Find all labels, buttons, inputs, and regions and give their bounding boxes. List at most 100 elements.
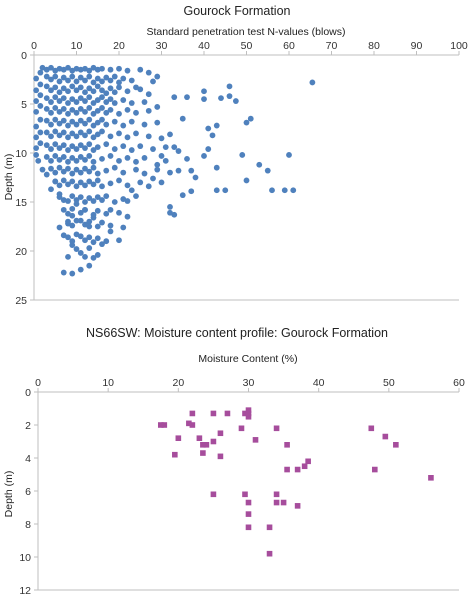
spt-data-point [90, 254, 97, 261]
spt-data-point [52, 116, 59, 123]
spt-data-point [60, 168, 67, 175]
spt-data-point [133, 130, 139, 137]
spt-data-point [99, 128, 105, 135]
spt-data-point [48, 87, 54, 94]
moisture-data-point [245, 410, 252, 417]
moisture-y-tick-label: 10 [19, 552, 31, 564]
spt-data-point [73, 109, 80, 116]
spt-data-point [69, 178, 76, 185]
moisture-x-tick-label: 30 [243, 377, 255, 389]
spt-data-point [48, 186, 54, 193]
spt-data-point [107, 206, 114, 213]
spt-data-point [65, 234, 71, 241]
spt-data-point [175, 167, 182, 174]
spt-data-point [94, 194, 101, 201]
spt-data-point [116, 209, 122, 216]
spt-data-point [77, 169, 84, 176]
spt-data-point [107, 96, 114, 102]
spt-data-point [86, 153, 93, 159]
spt-data-point [99, 219, 105, 226]
spt-data-point [86, 234, 93, 241]
spt-data-point [65, 64, 71, 71]
moisture-data-point [382, 433, 389, 440]
spt-axes: 0 10 20 30 40 50 60 70 80 90 100 0 5 10 15 20 25 [15, 40, 468, 307]
spt-data-point [77, 250, 84, 256]
spt-data-point [37, 103, 44, 109]
spt-data-point [124, 134, 131, 141]
spt-data-point [128, 187, 135, 194]
moisture-data-point [245, 524, 252, 531]
spt-data-point [73, 246, 80, 252]
spt-data-point [90, 164, 97, 171]
spt-data-point [43, 95, 50, 102]
moisture-x-tick-label: 50 [383, 377, 395, 389]
spt-data-point [150, 78, 156, 85]
moisture-data-point [372, 466, 378, 473]
spt-data-point [69, 270, 76, 277]
spt-x-tick-label: 10 [71, 40, 83, 52]
spt-x-tick-label: 90 [411, 40, 423, 52]
spt-data-point [90, 79, 97, 86]
spt-data-point [82, 221, 88, 228]
moisture-x-tick-label: 10 [102, 377, 114, 389]
spt-data-point [111, 118, 118, 125]
spt-data-point [77, 142, 84, 149]
spt-data-point [128, 147, 135, 153]
spt-y-axis-label: Depth (m) [3, 154, 15, 201]
spt-data-point [94, 207, 101, 214]
spt-data-point [141, 121, 148, 128]
spt-data-point [286, 152, 292, 158]
moisture-x-tick-label: 40 [313, 377, 325, 389]
moisture-y-tick-label: 0 [25, 387, 31, 399]
spt-data-point [150, 146, 156, 152]
spt-data-point [77, 74, 84, 81]
spt-data-point [158, 179, 165, 186]
spt-data-point [154, 161, 161, 168]
spt-data-point [239, 152, 246, 158]
spt-data-point [145, 133, 152, 140]
spt-data-point [188, 188, 195, 195]
spt-data-point [94, 75, 101, 82]
spt-data-point [103, 109, 110, 116]
spt-data-point [188, 167, 195, 174]
spt-data-point [60, 106, 67, 112]
spt-data-point [37, 92, 44, 99]
spt-data-point [60, 177, 67, 184]
spt-data-point [94, 131, 101, 138]
moisture-x-tick-label: 0 [35, 377, 41, 389]
spt-data-point [86, 85, 93, 92]
spt-data-point [52, 105, 59, 111]
spt-data-point [77, 106, 84, 112]
spt-data-point [33, 145, 40, 152]
spt-data-point [90, 211, 97, 218]
spt-data-point [94, 223, 101, 230]
spt-data-point [90, 122, 97, 129]
spt-data-point [192, 174, 199, 181]
spt-data-point [73, 133, 80, 140]
spt-data-point [65, 100, 71, 106]
spt-y-tick-label: 15 [15, 197, 27, 209]
spt-data-point [90, 198, 97, 204]
spt-data-point [103, 193, 110, 200]
spt-data-point [82, 120, 88, 127]
spt-data-point [43, 106, 50, 112]
moisture-data-point [200, 450, 206, 456]
spt-data-point [65, 158, 71, 165]
moisture-data-point [242, 410, 248, 417]
moisture-data-point [284, 442, 290, 448]
spt-data-point [77, 209, 84, 216]
spt-data-point [167, 131, 173, 138]
spt-data-point [256, 161, 263, 168]
spt-data-point [73, 217, 80, 224]
moisture-data-point [284, 466, 290, 473]
moisture-y-axis-label: Depth (m) [3, 471, 15, 518]
moisture-data-point [217, 453, 224, 460]
spt-data-point [82, 156, 88, 163]
spt-data-point [94, 177, 101, 184]
spt-data-point [141, 170, 148, 177]
spt-data-point [94, 144, 101, 151]
spt-data-point [116, 130, 122, 137]
moisture-y-tick-label: 12 [19, 585, 31, 597]
moisture-x-tick-label: 20 [172, 377, 184, 389]
moisture-data-point [175, 435, 182, 441]
